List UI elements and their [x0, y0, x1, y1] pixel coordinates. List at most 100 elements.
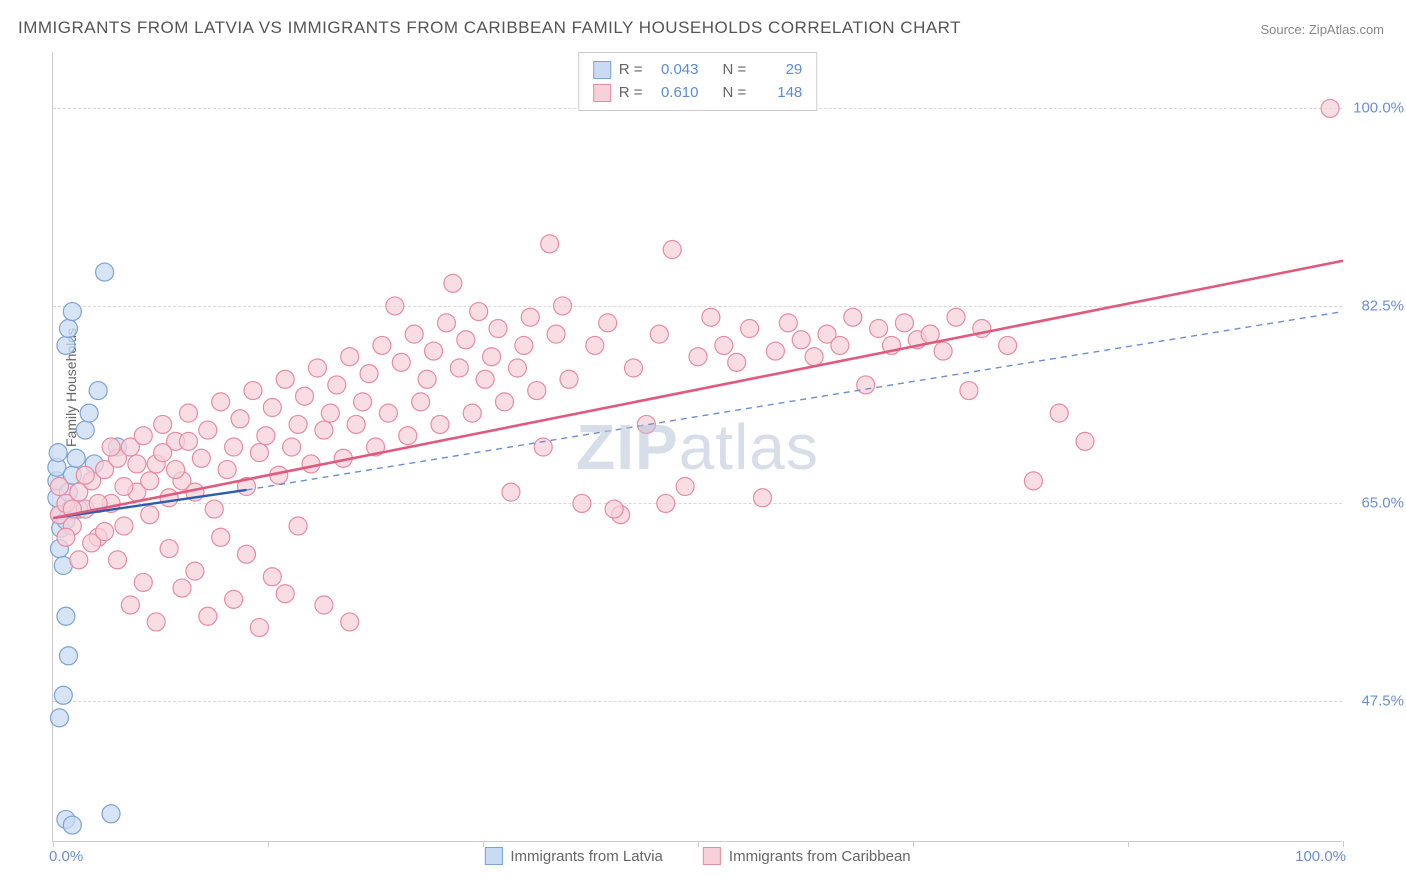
scatter-point-caribbean	[657, 494, 675, 512]
scatter-point-caribbean	[605, 500, 623, 518]
scatter-point-caribbean	[373, 336, 391, 354]
scatter-point-caribbean	[205, 500, 223, 518]
scatter-point-caribbean	[921, 325, 939, 343]
bottom-legend: Immigrants from Latvia Immigrants from C…	[484, 847, 910, 865]
scatter-point-caribbean	[399, 427, 417, 445]
scatter-point-caribbean	[663, 241, 681, 259]
scatter-point-caribbean	[386, 297, 404, 315]
scatter-point-caribbean	[650, 325, 668, 343]
scatter-point-caribbean	[354, 393, 372, 411]
scatter-point-latvia	[96, 263, 114, 281]
scatter-point-caribbean	[186, 562, 204, 580]
scatter-point-caribbean	[250, 444, 268, 462]
scatter-point-caribbean	[263, 399, 281, 417]
scatter-point-caribbean	[302, 455, 320, 473]
scatter-point-caribbean	[444, 274, 462, 292]
scatter-point-caribbean	[463, 404, 481, 422]
plot-area: Family Households ZIPatlas 47.5%65.0%82.…	[52, 52, 1342, 842]
scatter-point-caribbean	[57, 528, 75, 546]
scatter-point-caribbean	[141, 472, 159, 490]
y-grid-label: 82.5%	[1361, 297, 1404, 314]
scatter-point-caribbean	[676, 478, 694, 496]
chart-title: IMMIGRANTS FROM LATVIA VS IMMIGRANTS FRO…	[18, 18, 961, 38]
scatter-point-caribbean	[405, 325, 423, 343]
scatter-point-caribbean	[102, 438, 120, 456]
scatter-point-caribbean	[212, 393, 230, 411]
scatter-point-latvia	[102, 805, 120, 823]
scatter-point-caribbean	[328, 376, 346, 394]
scatter-point-caribbean	[960, 382, 978, 400]
scatter-point-caribbean	[625, 359, 643, 377]
scatter-point-caribbean	[296, 387, 314, 405]
scatter-point-caribbean	[360, 365, 378, 383]
legend-label-latvia: Immigrants from Latvia	[510, 848, 663, 865]
scatter-point-caribbean	[754, 489, 772, 507]
scatter-point-caribbean	[147, 613, 165, 631]
n-value-latvia: 29	[754, 59, 802, 82]
scatter-point-caribbean	[857, 376, 875, 394]
swatch-caribbean-bottom	[703, 847, 721, 865]
scatter-point-caribbean	[315, 421, 333, 439]
scatter-point-caribbean	[160, 489, 178, 507]
scatter-point-caribbean	[263, 568, 281, 586]
scatter-point-caribbean	[418, 370, 436, 388]
scatter-point-caribbean	[276, 585, 294, 603]
scatter-point-latvia	[89, 382, 107, 400]
scatter-point-latvia	[59, 647, 77, 665]
scatter-point-caribbean	[1321, 99, 1339, 117]
scatter-point-caribbean	[276, 370, 294, 388]
source-attribution: Source: ZipAtlas.com	[1260, 22, 1384, 37]
scatter-point-caribbean	[599, 314, 617, 332]
scatter-point-caribbean	[521, 308, 539, 326]
x-axis-min-label: 0.0%	[49, 848, 83, 865]
r-label: R =	[619, 82, 643, 105]
y-grid-label: 47.5%	[1361, 692, 1404, 709]
scatter-point-latvia	[63, 303, 81, 321]
scatter-point-caribbean	[192, 449, 210, 467]
scatter-point-caribbean	[528, 382, 546, 400]
scatter-point-caribbean	[728, 353, 746, 371]
scatter-point-caribbean	[257, 427, 275, 445]
stats-row-latvia: R = 0.043 N = 29	[593, 59, 803, 82]
n-label: N =	[723, 82, 747, 105]
scatter-point-caribbean	[308, 359, 326, 377]
scatter-point-caribbean	[1050, 404, 1068, 422]
scatter-point-caribbean	[128, 455, 146, 473]
scatter-point-caribbean	[154, 444, 172, 462]
scatter-point-caribbean	[450, 359, 468, 377]
scatter-point-caribbean	[715, 336, 733, 354]
scatter-point-caribbean	[483, 348, 501, 366]
scatter-point-caribbean	[347, 415, 365, 433]
stats-row-caribbean: R = 0.610 N = 148	[593, 82, 803, 105]
scatter-point-caribbean	[779, 314, 797, 332]
scatter-point-caribbean	[573, 494, 591, 512]
scatter-point-caribbean	[96, 523, 114, 541]
scatter-point-caribbean	[115, 478, 133, 496]
scatter-point-caribbean	[173, 579, 191, 597]
scatter-point-caribbean	[831, 336, 849, 354]
scatter-point-caribbean	[425, 342, 443, 360]
scatter-point-caribbean	[218, 461, 236, 479]
scatter-point-caribbean	[870, 320, 888, 338]
scatter-point-latvia	[63, 816, 81, 834]
scatter-point-caribbean	[238, 545, 256, 563]
x-tick	[268, 841, 269, 847]
scatter-point-caribbean	[412, 393, 430, 411]
scatter-point-caribbean	[160, 540, 178, 558]
scatter-point-caribbean	[134, 573, 152, 591]
r-value-latvia: 0.043	[651, 59, 699, 82]
scatter-point-caribbean	[457, 331, 475, 349]
scatter-point-caribbean	[508, 359, 526, 377]
scatter-point-caribbean	[212, 528, 230, 546]
x-tick	[1128, 841, 1129, 847]
scatter-point-latvia	[59, 320, 77, 338]
scatter-point-caribbean	[115, 517, 133, 535]
scatter-point-caribbean	[741, 320, 759, 338]
x-tick	[913, 841, 914, 847]
swatch-latvia	[593, 61, 611, 79]
scatter-point-caribbean	[689, 348, 707, 366]
scatter-point-caribbean	[895, 314, 913, 332]
scatter-point-caribbean	[586, 336, 604, 354]
scatter-point-caribbean	[489, 320, 507, 338]
scatter-point-latvia	[76, 421, 94, 439]
